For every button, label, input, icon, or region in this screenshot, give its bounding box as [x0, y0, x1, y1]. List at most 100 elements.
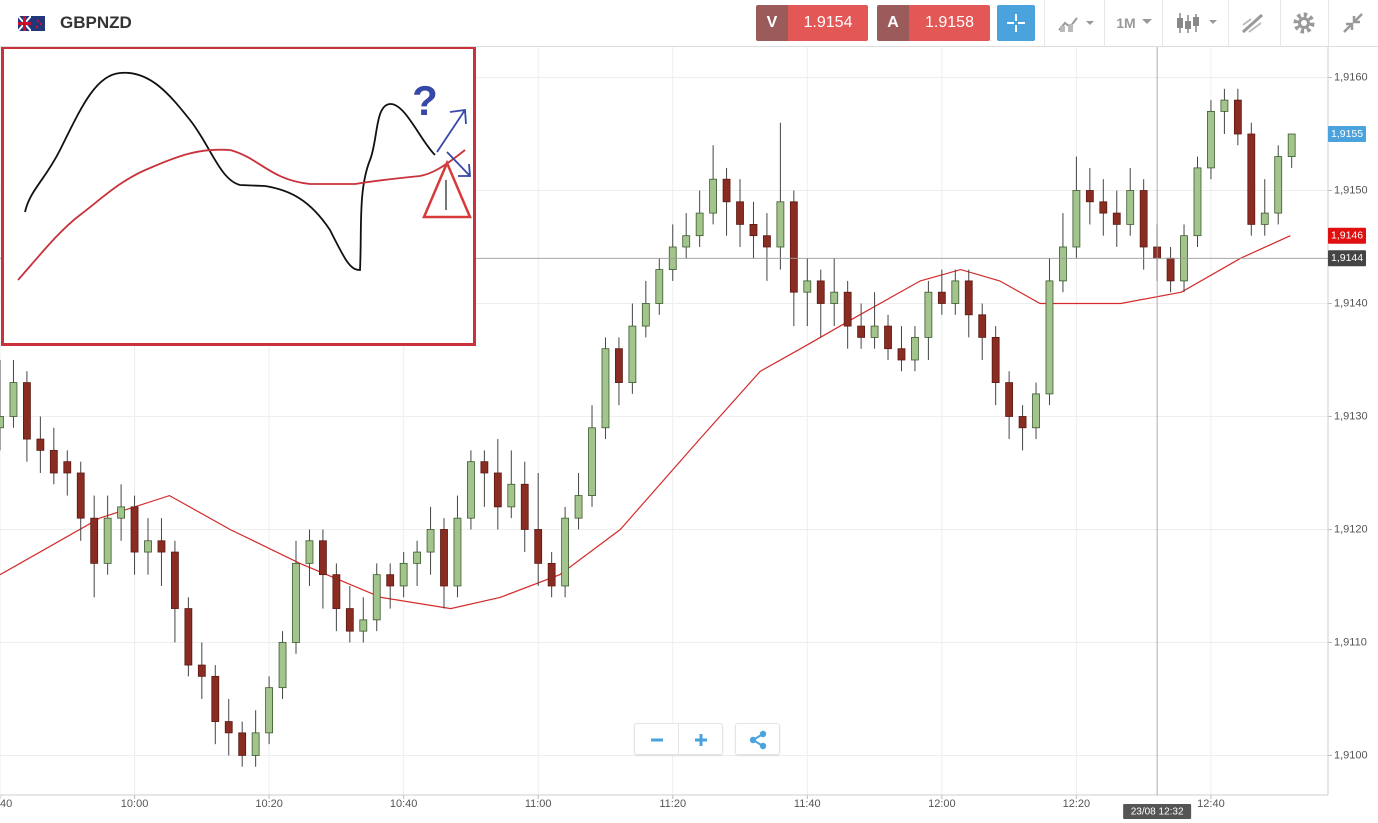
plus-icon: [694, 734, 707, 746]
candle-body: [224, 721, 233, 734]
candle-body: [480, 461, 489, 474]
candle-body: [1260, 212, 1269, 225]
buy-label: A: [877, 5, 909, 41]
candle-body: [386, 574, 395, 587]
candle-body: [36, 438, 45, 451]
candle-body: [144, 540, 152, 553]
flag-icon: [18, 16, 45, 31]
candle-body: [830, 291, 839, 304]
candle-body: [453, 517, 462, 587]
candle-body: [130, 506, 139, 553]
candle-body: [1220, 99, 1229, 112]
candle-body: [1247, 133, 1256, 225]
arrow-up: [436, 108, 467, 153]
x-tick-label: 12:40: [1197, 798, 1225, 810]
candle-body: [157, 540, 166, 553]
candle-style-button[interactable]: [1172, 5, 1222, 41]
candle-body: [332, 574, 341, 609]
candle-body: [399, 562, 408, 587]
draw-tools-button[interactable]: [1238, 5, 1268, 41]
candle-body: [615, 348, 623, 383]
candle-body: [265, 687, 273, 734]
zoom-group: [634, 723, 723, 756]
annotation-box: [1, 46, 476, 346]
candle-body: [816, 280, 825, 304]
candle-body: [0, 416, 4, 429]
chart-type-icon: [1058, 17, 1094, 32]
candle-body: [803, 280, 812, 293]
toolbar: GBPNZD V 1.9154 A 1.9158 1M: [0, 0, 1378, 47]
candle-body: [1166, 257, 1175, 282]
settings-button[interactable]: [1290, 5, 1318, 41]
sketch-price-curve: [24, 72, 436, 271]
candle-body: [897, 348, 906, 361]
y-tick-label: 1,9140: [1334, 297, 1368, 309]
candle-body: [857, 325, 866, 338]
y-tick-label: 1,9110: [1334, 636, 1367, 648]
y-tick-label: 1,9120: [1334, 523, 1368, 535]
price-label: 1,9146: [1331, 229, 1363, 241]
x-tick-label: 12:00: [928, 798, 956, 810]
candle-body: [23, 382, 31, 440]
price-label: 1,9144: [1331, 252, 1363, 264]
zoom-in-button[interactable]: [678, 724, 722, 756]
x-tick-label: 11:20: [659, 798, 686, 810]
candle-body: [426, 529, 435, 553]
y-tick-label: 1,9100: [1334, 749, 1368, 761]
candle-body: [49, 449, 58, 474]
candle-body: [1139, 190, 1148, 248]
x-tick-label: 10:00: [121, 798, 149, 810]
share-group: [735, 723, 780, 755]
crosshair-button[interactable]: [997, 5, 1035, 41]
candle-body: [1233, 99, 1242, 135]
candle-body: [520, 483, 529, 530]
price-label-bg: [1328, 250, 1366, 267]
candle-body: [467, 461, 475, 519]
x-tick-label: 12:20: [1063, 798, 1091, 810]
candle-body: [1126, 190, 1135, 225]
candle-body: [305, 540, 314, 564]
candle-body: [278, 642, 287, 689]
candle-body: [103, 517, 112, 564]
y-tick-label: 1,9160: [1334, 71, 1368, 83]
candle-body: [561, 517, 570, 587]
price-label-bg: [1328, 126, 1366, 143]
collapse-button[interactable]: [1338, 5, 1368, 41]
candle-body: [1045, 280, 1054, 395]
candle-body: [238, 732, 247, 756]
separator: [1280, 0, 1281, 46]
candle-body: [76, 472, 85, 519]
x-tick-label: 10:20: [255, 798, 283, 810]
candle-body: [722, 178, 731, 203]
share-button[interactable]: [736, 724, 779, 756]
candle-body: [211, 675, 220, 722]
x-tick-label: 40: [0, 798, 12, 810]
timeframe-button[interactable]: 1M: [1112, 5, 1140, 41]
sell-button[interactable]: V 1.9154: [756, 5, 868, 41]
candle-body: [547, 562, 556, 587]
candle-body: [90, 517, 99, 564]
candle-body: [951, 280, 960, 304]
candle-body: [197, 664, 206, 677]
warning-triangle: [422, 159, 472, 219]
candle-body: [413, 551, 422, 564]
y-tick-label: 1,9130: [1334, 410, 1368, 422]
candle-body: [924, 291, 933, 338]
candle-body: [736, 201, 744, 225]
chart-type-button[interactable]: [1052, 5, 1100, 41]
candle-body: [776, 201, 785, 248]
candle-body: [292, 562, 300, 643]
candle-body: [319, 540, 327, 576]
buy-button[interactable]: A 1.9158: [877, 5, 990, 41]
candle-body: [63, 461, 72, 474]
candle-body: [601, 348, 610, 429]
candle-body: [843, 291, 852, 327]
sketch-average-curve: [17, 148, 466, 281]
x-tick-label: 10:40: [390, 798, 418, 810]
price-label: 1,9155: [1331, 128, 1363, 140]
zoom-out-button[interactable]: [635, 724, 678, 756]
candle-body: [964, 280, 973, 316]
candle-body: [1005, 382, 1014, 417]
